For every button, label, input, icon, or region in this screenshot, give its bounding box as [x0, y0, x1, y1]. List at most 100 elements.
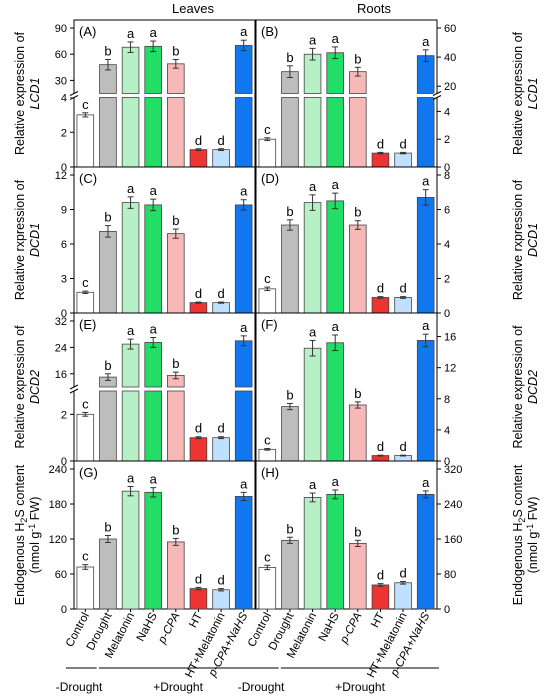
bar-nahs: [144, 204, 162, 314]
y-tick-label: 2: [61, 127, 67, 139]
bar-p-cpa: [349, 404, 367, 462]
bar-lower-melatonin: [303, 97, 322, 168]
significance-letter: b: [172, 43, 179, 58]
y-tick-label: 0: [61, 308, 67, 320]
bar-ht: [189, 302, 208, 314]
y-tick-label: 2: [444, 274, 450, 286]
y-axis-label-line1: Relative expression of: [511, 31, 525, 155]
significance-letter: a: [332, 177, 340, 192]
y-axis-label-line2: (nmol g: [526, 532, 540, 574]
significance-letter: d: [195, 133, 202, 148]
significance-letter: b: [104, 43, 111, 58]
significance-letter: a: [422, 475, 430, 490]
bar-p-cpa-nahs: [234, 204, 253, 314]
bar-control: [76, 291, 95, 314]
bar-control: [76, 566, 95, 610]
significance-letter: d: [217, 573, 224, 588]
x-tick-label: p-CPA: [338, 610, 365, 646]
significance-letter: c: [264, 433, 271, 448]
bar-ht-melatonin: [212, 149, 230, 168]
y-tick-label: 0: [444, 456, 450, 468]
bar-nahs: [326, 200, 344, 314]
bar-lower-melatonin: [121, 97, 140, 168]
group-bracket-right: -Drought +Drought: [238, 667, 439, 694]
y-tick-label: 0: [61, 162, 67, 174]
bar-upper-melatonin: [121, 343, 140, 388]
bar-control: [258, 138, 277, 168]
group-label-plus: +Drought: [153, 680, 203, 694]
y-tick-label: 32: [55, 316, 67, 328]
axis-break-gap: [70, 93, 78, 98]
y-tick-label: 12: [444, 363, 456, 375]
y-tick-label: 320: [444, 464, 462, 476]
bar-control: [258, 448, 277, 462]
significance-letter: c: [82, 97, 89, 112]
significance-letter: b: [286, 50, 293, 65]
axis-break-mark: [69, 91, 79, 96]
bar-lower-p-cpa: [167, 390, 185, 462]
y-tick-label: 16: [55, 369, 67, 381]
bar-ht: [189, 588, 208, 610]
significance-letter: a: [332, 474, 340, 489]
significance-letter: b: [354, 205, 361, 220]
significance-letter: d: [217, 286, 224, 301]
x-tick-label: p-CPA: [156, 610, 183, 646]
y-axis-label: Endogenous H2S content (nmol g-1 FW): [511, 464, 540, 605]
significance-letter: d: [377, 281, 384, 296]
bar-lower-nahs: [144, 390, 162, 462]
column-title-roots: Roots: [357, 1, 391, 16]
significance-letter: b: [104, 358, 111, 373]
y-axis-label-line1: Relative rxpression of: [13, 179, 27, 300]
y-axis-label-tail2: FW): [28, 497, 42, 524]
y-tick-label: 16: [444, 332, 456, 344]
significance-letter: a: [127, 181, 135, 196]
bar-lower-melatonin: [121, 390, 140, 462]
group-bracket-left: -Drought +Drought: [56, 667, 257, 694]
significance-letter: a: [150, 322, 158, 337]
y-tick-label: 4: [61, 93, 67, 105]
bar-drought: [281, 406, 299, 462]
significance-letter: d: [399, 136, 406, 151]
significance-letter: b: [354, 386, 361, 401]
bar-drought: [281, 224, 299, 314]
y-tick-label: 0: [444, 604, 450, 616]
significance-letter: a: [127, 323, 135, 338]
bar-p-cpa-nahs: [416, 197, 435, 314]
significance-letter: b: [104, 520, 111, 535]
y-axis-label-line2: DCD2: [28, 370, 42, 404]
bar-upper-p-cpa-nahs: [234, 340, 253, 388]
y-tick-label: 40: [444, 52, 456, 64]
bar-ht-melatonin: [212, 302, 230, 314]
y-axis-label-line1: Relative expression of: [13, 325, 27, 449]
group-label-plus: +Drought: [335, 680, 385, 694]
y-axis-label-sup: -1: [27, 524, 37, 532]
panel-frame: [255, 460, 438, 610]
y-axis-label: Relative rxpression ofDCD1: [13, 179, 42, 300]
significance-letter: d: [377, 136, 384, 151]
panel-frame: [73, 460, 256, 610]
y-tick-label: 90: [55, 23, 67, 35]
y-tick-label: 160: [444, 534, 462, 546]
y-tick-label: 3: [61, 274, 67, 286]
significance-letter: b: [172, 213, 179, 228]
significance-letter: a: [150, 25, 158, 40]
significance-letter: b: [286, 521, 293, 536]
bar-drought: [99, 538, 117, 610]
y-tick-label: 9: [61, 205, 67, 217]
y-axis-label-line1: Endogenous H: [13, 523, 27, 606]
significance-letter: b: [354, 51, 361, 66]
bar-nahs: [326, 342, 344, 462]
significance-letter: a: [127, 26, 135, 41]
significance-letter: a: [422, 34, 430, 49]
significance-letter: a: [309, 324, 317, 339]
significance-letter: b: [104, 210, 111, 225]
bar-ht: [189, 437, 208, 462]
significance-letter: c: [264, 122, 271, 137]
bar-control: [258, 567, 277, 610]
bar-p-cpa-nahs: [234, 496, 253, 610]
significance-letter: a: [422, 174, 430, 189]
